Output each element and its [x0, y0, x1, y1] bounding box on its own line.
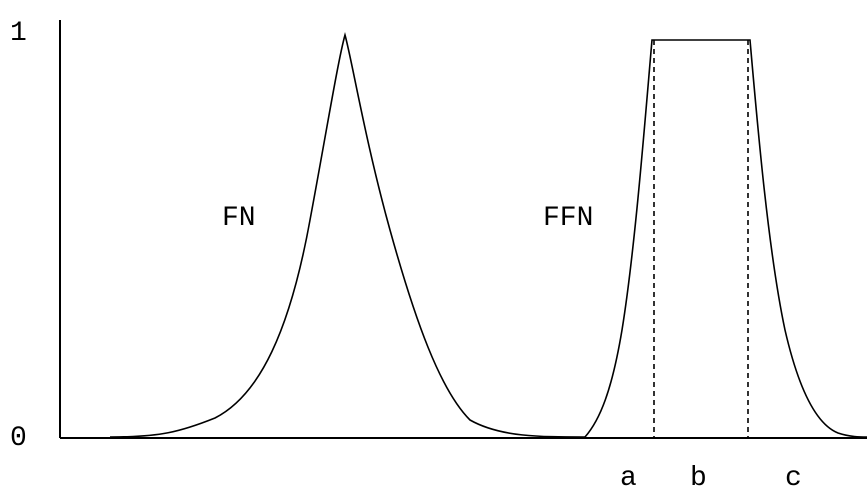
marker-b: b — [690, 463, 707, 487]
y-axis-label-one: 1 — [10, 18, 27, 49]
fn-label: FN — [222, 203, 256, 234]
y-axis-label-zero: 0 — [10, 423, 27, 454]
ffn-label: FFN — [543, 203, 593, 234]
marker-c: c — [785, 463, 802, 487]
ffn-curve — [584, 39, 867, 438]
marker-a: a — [620, 463, 637, 487]
fn-curve — [109, 32, 586, 438]
